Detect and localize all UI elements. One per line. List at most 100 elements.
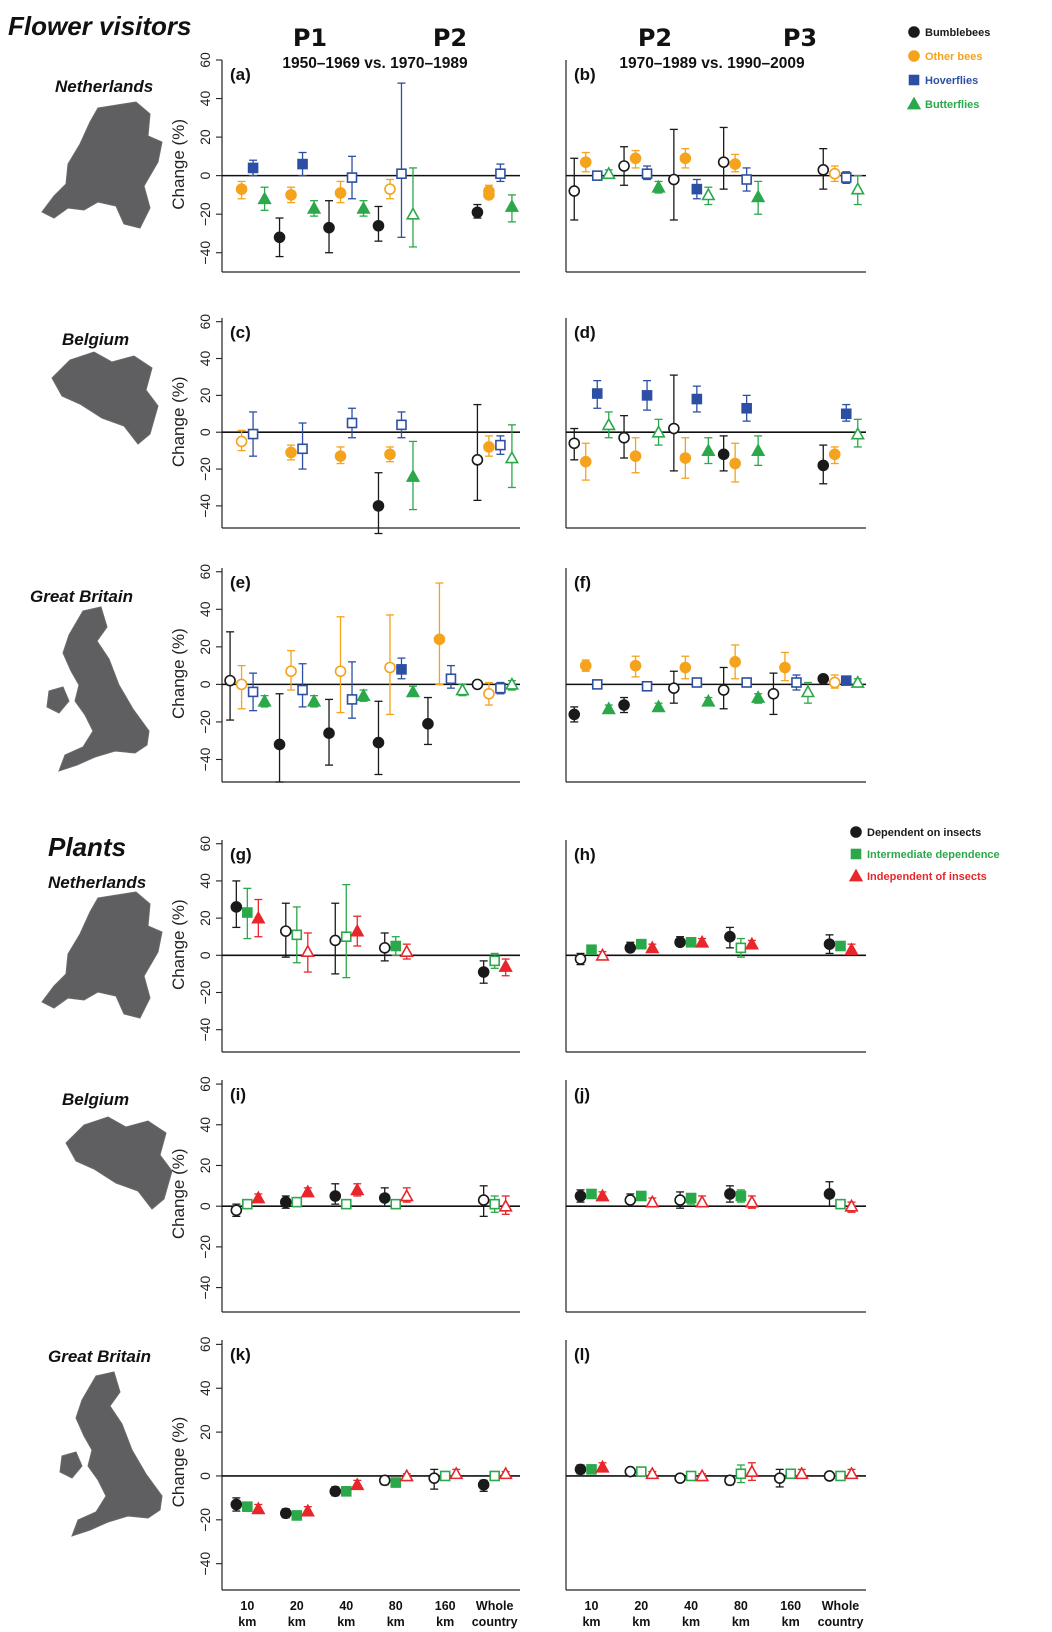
marker-hoverflies	[791, 677, 802, 688]
marker-hoverflies	[641, 390, 653, 401]
legend-marker-hoverflies	[908, 74, 920, 86]
data-point-bumblebees	[717, 126, 730, 190]
data-point-intermediate-dependence	[586, 1464, 597, 1475]
data-point-bumblebees	[372, 472, 385, 535]
data-point-intermediate-dependence	[489, 1195, 500, 1213]
data-point-dependent-on-insects	[574, 952, 587, 966]
data-point-butterflies	[701, 437, 716, 465]
data-point-butterflies	[601, 701, 616, 715]
data-point-hoverflies	[297, 663, 308, 708]
data-point-hoverflies	[641, 165, 653, 181]
column-range-a: 1950–1969 vs. 1970–1989	[282, 55, 468, 72]
marker-other-bees	[384, 448, 396, 461]
data-point-butterflies	[601, 166, 616, 180]
marker-other-bees	[285, 665, 297, 678]
marker-intermediate-dependence	[835, 940, 846, 952]
data-point-bumblebees	[668, 128, 680, 221]
x-tick-label: 20	[634, 1599, 648, 1613]
x-tick-label: 80	[734, 1599, 748, 1613]
data-point-independent-of-insects	[694, 1194, 710, 1208]
data-point-hoverflies	[840, 675, 852, 686]
marker-hoverflies	[346, 694, 358, 705]
data-point-other-bees	[235, 180, 248, 200]
data-point-dependent-on-insects	[230, 1203, 243, 1218]
data-point-other-bees	[729, 153, 741, 173]
x-tick-label: 10	[240, 1599, 254, 1613]
data-point-dependent-on-insects	[823, 934, 836, 955]
data-point-dependent-on-insects	[624, 1465, 637, 1478]
marker-independent-of-insects	[498, 1198, 513, 1212]
y-tick-label: 40	[197, 91, 213, 107]
y-tick-label: 0	[197, 172, 213, 180]
data-point-bumblebees	[323, 200, 335, 254]
data-point-independent-of-insects	[498, 1466, 513, 1480]
marker-intermediate-dependence	[835, 1470, 846, 1482]
y-tick-label: 20	[197, 1157, 213, 1173]
panel-label: (h)	[574, 845, 596, 864]
x-tick-label: km	[782, 1615, 800, 1629]
marker-other-bees	[729, 656, 741, 668]
x-tick-label: km	[387, 1615, 405, 1629]
marker-dependent-on-insects	[624, 1465, 637, 1478]
data-point-intermediate-dependence	[735, 1464, 747, 1484]
marker-independent-of-insects	[694, 1468, 710, 1482]
data-point-dependent-on-insects	[428, 1468, 441, 1490]
data-point-bumblebees	[817, 444, 830, 485]
legend-label-independent-of-insects: Independent of insects	[867, 871, 987, 883]
panel-label: (i)	[230, 1085, 246, 1104]
marker-hoverflies	[247, 686, 259, 698]
y-tick-label: 60	[197, 52, 213, 68]
data-point-intermediate-dependence	[340, 883, 352, 979]
data-point-hoverflies	[641, 379, 653, 411]
y-axis-label: Change (%)	[169, 119, 188, 210]
marker-bumblebees	[372, 500, 385, 512]
data-point-intermediate-dependence	[242, 1501, 253, 1512]
marker-independent-of-insects	[794, 1466, 809, 1480]
marker-other-bees	[579, 156, 592, 168]
marker-independent-of-insects	[498, 959, 513, 972]
marker-hoverflies	[741, 174, 752, 185]
data-point-hoverflies	[741, 677, 752, 688]
legend-plants: Dependent on insects Intermediate depende…	[848, 826, 1000, 883]
data-point-other-bees	[579, 151, 592, 173]
data-point-intermediate-dependence	[635, 938, 647, 950]
data-point-other-bees	[679, 655, 692, 680]
marker-intermediate-dependence	[735, 942, 747, 954]
data-point-other-bees	[828, 165, 841, 183]
data-point-butterflies	[405, 167, 421, 248]
marker-hoverflies	[591, 679, 603, 690]
panel-label: (g)	[230, 845, 252, 864]
marker-other-bees	[235, 678, 248, 691]
marker-intermediate-dependence	[685, 1470, 697, 1482]
data-point-intermediate-dependence	[835, 1470, 846, 1482]
marker-intermediate-dependence	[242, 1501, 253, 1512]
data-point-butterflies	[751, 435, 766, 467]
marker-independent-of-insects	[744, 1194, 760, 1208]
data-point-independent-of-insects	[498, 1195, 513, 1215]
marker-intermediate-dependence	[489, 1470, 500, 1482]
data-point-hoverflies	[741, 167, 752, 192]
y-tick-label: −20	[197, 710, 213, 734]
marker-independent-of-insects	[251, 1501, 266, 1515]
marker-hoverflies	[297, 443, 308, 455]
marker-independent-of-insects	[595, 1188, 610, 1202]
x-tick-label: km	[732, 1615, 750, 1629]
marker-hoverflies	[691, 393, 703, 405]
y-tick-label: 60	[197, 836, 213, 852]
panel-g: −40 −20 0 20 40 60 Change (%) (g)	[169, 836, 520, 1053]
data-point-independent-of-insects	[844, 942, 859, 956]
data-point-dependent-on-insects	[477, 1478, 490, 1492]
data-point-other-bees	[285, 444, 297, 461]
data-point-intermediate-dependence	[785, 1468, 797, 1480]
y-tick-label: −20	[197, 1235, 213, 1259]
marker-dependent-on-insects	[674, 1194, 686, 1206]
column-range-b: 1970–1989 vs. 1990–2009	[619, 55, 805, 72]
marker-bumblebees	[471, 206, 484, 219]
marker-butterflies	[850, 426, 865, 440]
y-tick-label: 20	[197, 1424, 213, 1440]
marker-intermediate-dependence	[291, 1196, 303, 1208]
data-point-bumblebees	[471, 203, 484, 219]
panel-label: (f)	[574, 573, 591, 592]
x-tick-label: km	[238, 1615, 256, 1629]
marker-dependent-on-insects	[230, 1498, 243, 1511]
